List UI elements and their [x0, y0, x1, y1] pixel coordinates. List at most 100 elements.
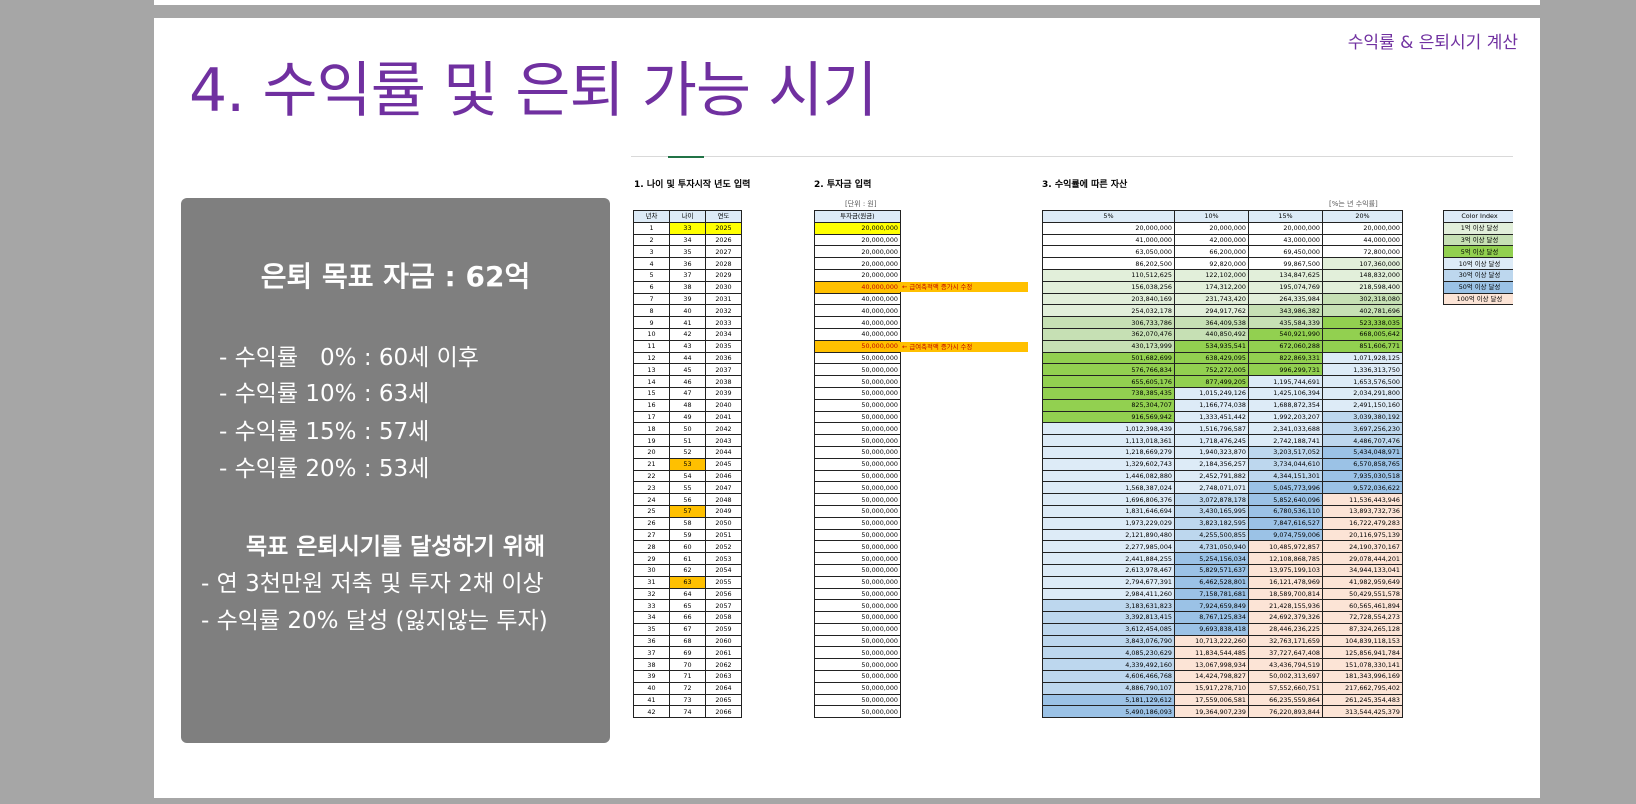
asset-5pct-cell: 1,329,602,743 — [1042, 457, 1175, 471]
asset-5pct-cell: 4,606,466,768 — [1042, 670, 1175, 683]
asset-10pct-cell: 174,312,200 — [1174, 280, 1249, 294]
year-cell: 2063 — [705, 670, 742, 683]
asset-5pct-cell: 916,569,942 — [1042, 410, 1175, 424]
asset-10pct-cell: 1,718,476,245 — [1174, 434, 1249, 447]
asset-5pct-cell: 1,446,082,880 — [1042, 469, 1175, 483]
year-cell: 2041 — [705, 410, 742, 424]
year-cell: 2025 — [705, 221, 742, 235]
header-return-5: 5% — [1042, 210, 1175, 223]
year-index-cell: 31 — [633, 575, 670, 589]
year-cell: 2039 — [705, 386, 742, 400]
goal-subtitle: 목표 은퇴시기를 달성하기 위해 — [245, 534, 546, 560]
year-index-cell: 23 — [633, 481, 670, 495]
age-cell: 52 — [669, 445, 706, 459]
asset-15pct-cell: 12,108,868,785 — [1248, 552, 1323, 565]
asset-20pct-cell: 20,116,975,139 — [1322, 528, 1403, 542]
legend-item: 50억 이상 달성 — [1443, 280, 1513, 294]
asset-20pct-cell: 523,338,035 — [1322, 316, 1403, 329]
asset-15pct-cell: 2,742,188,741 — [1248, 434, 1323, 447]
age-cell: 47 — [669, 386, 706, 400]
asset-5pct-cell: 825,304,707 — [1042, 398, 1175, 412]
legend-item: 10억 이상 달성 — [1443, 257, 1513, 270]
asset-20pct-cell: 218,598,400 — [1322, 280, 1403, 294]
asset-5pct-cell: 1,012,398,439 — [1042, 422, 1175, 436]
asset-20pct-cell: 9,572,036,622 — [1322, 481, 1403, 495]
year-index-cell: 22 — [633, 469, 670, 483]
table-row: 50,000,000 — [814, 410, 901, 424]
age-cell: 37 — [669, 268, 706, 282]
asset-20pct-cell: 104,839,118,153 — [1322, 634, 1403, 648]
asset-10pct-cell: 1,940,323,870 — [1174, 445, 1249, 459]
year-cell: 2054 — [705, 563, 742, 577]
table-row: 34 66 2058 — [633, 611, 742, 624]
year-index-cell: 17 — [633, 410, 670, 424]
year-cell: 2050 — [705, 516, 742, 530]
table-row: 738,385,435 1,015,249,126 1,425,106,394 2,0… — [1042, 386, 1403, 400]
age-cell: 42 — [669, 327, 706, 341]
asset-20pct-cell: 313,544,425,379 — [1322, 705, 1403, 719]
asset-20pct-cell: 60,565,461,894 — [1322, 599, 1403, 613]
table-row: 7 39 2031 — [633, 292, 742, 306]
asset-5pct-cell: 5,181,129,612 — [1042, 693, 1175, 707]
asset-20pct-cell: 6,570,858,765 — [1322, 457, 1403, 471]
principal-cell: 40,000,000 — [814, 292, 901, 306]
age-cell: 50 — [669, 422, 706, 436]
year-index-cell: 7 — [633, 292, 670, 306]
table-row: 50,000,000 — [814, 363, 901, 377]
table-row: 2,613,978,467 5,829,571,637 13,975,199,103… — [1042, 563, 1403, 577]
table-row: 63,050,000 66,200,000 69,450,000 72,800,000 — [1042, 245, 1403, 259]
year-cell: 2055 — [705, 575, 742, 589]
table-row: 37 69 2061 — [633, 646, 742, 660]
investment-table: 투자금(원금) 20,000,000 20,000,000 20,000,000 20… — [814, 210, 901, 719]
asset-20pct-cell: 44,000,000 — [1322, 233, 1403, 247]
age-cell: 33 — [669, 221, 706, 235]
table-row: 38 70 2062 — [633, 658, 742, 672]
table-row: 50,000,000 — [814, 693, 901, 707]
asset-5pct-cell: 501,682,699 — [1042, 351, 1175, 365]
table-row: 1,012,398,439 1,516,796,587 2,341,033,688 3… — [1042, 422, 1403, 436]
age-cell: 62 — [669, 563, 706, 577]
year-index-cell: 24 — [633, 493, 670, 506]
year-index-cell: 11 — [633, 339, 670, 353]
asset-10pct-cell: 4,255,500,855 — [1174, 528, 1249, 542]
table-row: 50,000,000 — [814, 386, 901, 400]
year-cell: 2031 — [705, 292, 742, 306]
year-index-cell: 37 — [633, 646, 670, 660]
table-row: 86,202,500 92,820,000 99,867,500 107,360,00… — [1042, 257, 1403, 270]
asset-15pct-cell: 50,002,313,697 — [1248, 670, 1323, 683]
table-row: 3,183,631,823 7,924,659,849 21,428,155,936… — [1042, 599, 1403, 613]
principal-cell: 50,000,000 — [814, 552, 901, 565]
year-index-cell: 40 — [633, 681, 670, 695]
header-principal: 투자금(원금) — [814, 210, 901, 223]
asset-5pct-cell: 4,085,230,629 — [1042, 646, 1175, 660]
slide-title: 4. 수익률 및 은퇴 가능 시기 — [189, 56, 878, 126]
returns-table-header: 5% 10% 15% 20% — [1042, 210, 1403, 223]
asset-10pct-cell: 877,499,205 — [1174, 375, 1249, 388]
year-index-cell: 6 — [633, 280, 670, 294]
asset-5pct-cell: 1,113,018,361 — [1042, 434, 1175, 447]
table-row: 50,000,000 — [814, 611, 901, 624]
asset-10pct-cell: 1,516,796,587 — [1174, 422, 1249, 436]
asset-15pct-cell: 435,584,339 — [1248, 316, 1323, 329]
asset-15pct-cell: 21,428,155,936 — [1248, 599, 1323, 613]
age-cell: 40 — [669, 304, 706, 318]
asset-15pct-cell: 5,045,773,996 — [1248, 481, 1323, 495]
asset-10pct-cell: 13,067,998,934 — [1174, 658, 1249, 672]
principal-cell: 50,000,000 — [814, 516, 901, 530]
year-cell: 2043 — [705, 434, 742, 447]
legend-row: 30억 이상 달성 — [1443, 268, 1513, 282]
action-line-1: - 연 3천만원 저축 및 투자 2채 이상 — [201, 571, 544, 597]
legend-row: 100억 이상 달성 — [1443, 292, 1513, 306]
asset-15pct-cell: 1,195,744,691 — [1248, 375, 1323, 388]
table-row: 50,000,000 — [814, 457, 901, 471]
asset-20pct-cell: 668,005,642 — [1322, 327, 1403, 341]
asset-10pct-cell: 8,767,125,834 — [1174, 611, 1249, 624]
year-cell: 2065 — [705, 693, 742, 707]
header-year: 연도 — [705, 210, 742, 223]
principal-cell: 50,000,000 — [814, 493, 901, 506]
year-cell: 2030 — [705, 280, 742, 294]
principal-cell: 50,000,000 — [814, 422, 901, 436]
asset-20pct-cell: 851,606,771 — [1322, 339, 1403, 353]
return-line-0: - 수익률 0% : 60세 이후 — [219, 345, 479, 371]
asset-10pct-cell: 1,333,451,442 — [1174, 410, 1249, 424]
